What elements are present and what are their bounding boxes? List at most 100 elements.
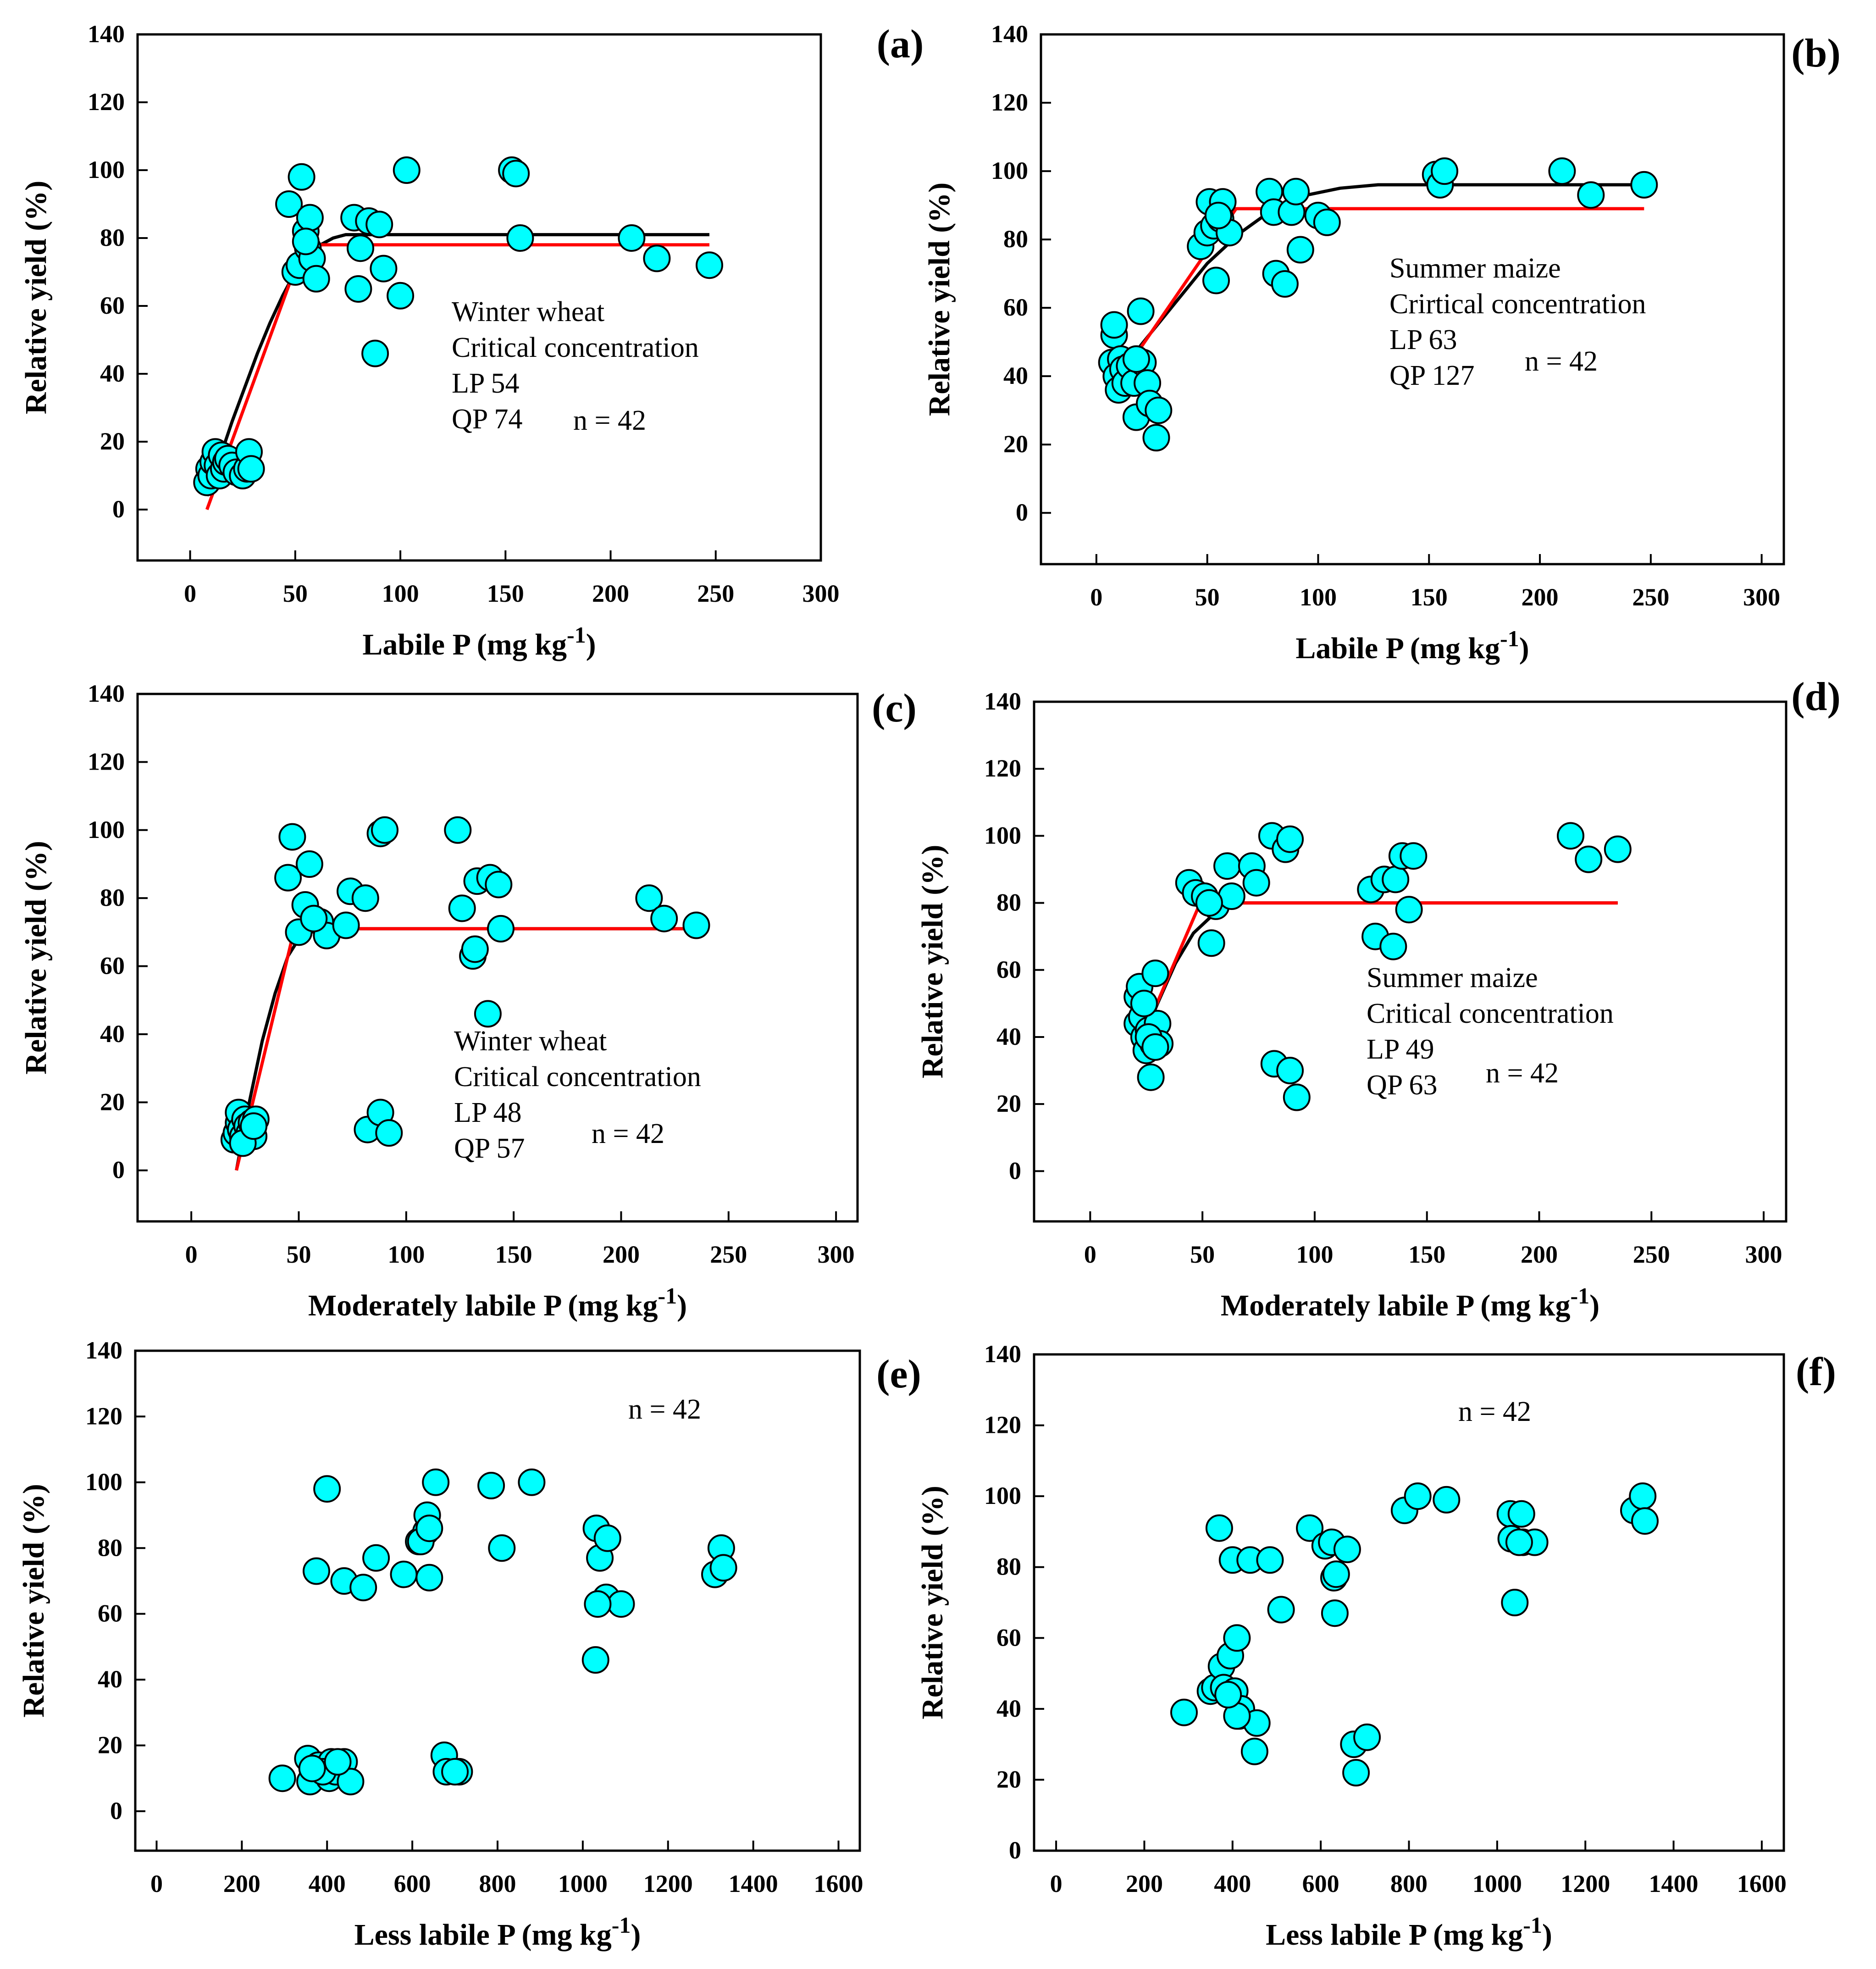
- y-tick-label: 20: [100, 1088, 125, 1115]
- y-tick-label: 80: [100, 224, 125, 251]
- x-tick-label: 0: [185, 1241, 198, 1268]
- panel-label: (f): [1796, 1350, 1836, 1394]
- data-point: [618, 224, 646, 252]
- x-axis-label-unit-exponent: -1: [1500, 626, 1519, 651]
- data-point: [1195, 889, 1223, 917]
- x-tick-label: 1600: [1737, 1870, 1787, 1897]
- y-tick-label: 80: [1003, 225, 1028, 253]
- x-axis-label: Labile P (mg kg-1): [362, 622, 596, 661]
- data-point: [393, 156, 421, 184]
- x-axis-label-main: Labile P (mg kg: [362, 628, 567, 661]
- data-point: [370, 255, 398, 283]
- x-tick-label: 50: [1190, 1241, 1215, 1268]
- data-point: [643, 244, 671, 272]
- x-tick-label: 150: [495, 1241, 532, 1268]
- y-tick-label: 140: [88, 680, 125, 707]
- y-tick-label: 120: [88, 88, 125, 116]
- x-tick-label: 300: [1743, 583, 1780, 611]
- y-tick-label: 140: [984, 688, 1021, 715]
- y-tick-label: 0: [112, 1156, 125, 1184]
- data-point: [1242, 869, 1270, 897]
- data-point: [474, 1000, 502, 1028]
- x-axis-label-main: Less labile P (mg kg: [354, 1918, 612, 1952]
- plot-frame-d: [1033, 700, 1787, 1223]
- y-tick-label: 60: [100, 292, 125, 319]
- x-axis-label-close: ): [1542, 1918, 1552, 1952]
- data-point: [387, 282, 415, 310]
- data-point: [415, 1564, 443, 1592]
- plot-frame-c: [136, 693, 859, 1223]
- data-point: [444, 816, 472, 844]
- data-point: [1507, 1500, 1535, 1528]
- data-point: [1214, 1681, 1242, 1708]
- y-tick-label: 40: [98, 1665, 122, 1693]
- data-point: [1286, 236, 1314, 264]
- data-point: [288, 163, 315, 191]
- data-point: [1382, 865, 1410, 893]
- x-axis-label-main: Labile P (mg kg: [1295, 632, 1500, 665]
- sample-size-label: n = 42: [1486, 1058, 1559, 1089]
- annotation-line: QP 127: [1389, 360, 1474, 391]
- data-point: [1342, 1759, 1370, 1786]
- data-point: [1240, 1737, 1268, 1765]
- data-point: [441, 1758, 469, 1786]
- data-point: [365, 211, 393, 238]
- data-point: [1141, 960, 1169, 987]
- data-point: [1501, 1589, 1529, 1616]
- x-tick-label: 1200: [1561, 1870, 1610, 1897]
- data-point: [581, 1646, 609, 1674]
- data-point: [1333, 1536, 1361, 1564]
- x-tick-label: 0: [184, 580, 196, 607]
- y-tick-label: 60: [996, 1624, 1021, 1651]
- data-point: [488, 1534, 516, 1562]
- data-point: [296, 204, 324, 232]
- x-tick-label: 0: [1050, 1870, 1063, 1897]
- sample-size-label: n = 42: [1525, 346, 1598, 377]
- x-tick-label: 1000: [558, 1870, 608, 1897]
- panel-label: (c): [872, 686, 917, 731]
- data-point: [1141, 1033, 1169, 1061]
- annotation-line: LP 63: [1389, 324, 1457, 355]
- data-point: [1283, 1083, 1311, 1111]
- data-point: [1142, 424, 1170, 452]
- y-tick-label: 100: [88, 816, 125, 843]
- data-point: [344, 275, 372, 303]
- x-axis-label-main: Moderately labile P (mg kg: [1221, 1289, 1571, 1322]
- x-axis-label: Moderately labile P (mg kg-1): [1221, 1283, 1599, 1322]
- annotation-line: QP 74: [452, 404, 522, 435]
- data-point: [1604, 835, 1632, 863]
- x-axis-label-main: Moderately labile P (mg kg: [308, 1289, 658, 1322]
- x-tick-label: 200: [1522, 583, 1559, 611]
- x-axis-label-close: ): [677, 1289, 687, 1322]
- y-tick-label: 20: [996, 1765, 1021, 1793]
- data-point: [1256, 1546, 1284, 1574]
- data-point: [295, 850, 323, 878]
- y-axis-label: Relative yield (%): [916, 845, 949, 1079]
- annotation-line: QP 57: [454, 1133, 525, 1164]
- annotation-line: LP 54: [452, 368, 520, 399]
- x-tick-label: 250: [697, 580, 734, 607]
- x-axis-label-close: ): [586, 628, 596, 661]
- y-axis-label: Relative yield (%): [17, 1484, 50, 1718]
- plot-frame-e: [134, 1349, 861, 1852]
- y-axis-label: Relative yield (%): [923, 183, 956, 416]
- data-point: [1282, 177, 1310, 205]
- x-axis-label-close: ): [1589, 1289, 1599, 1322]
- data-point: [351, 884, 379, 912]
- data-point: [1197, 929, 1225, 957]
- data-point: [347, 234, 374, 262]
- data-point: [1321, 1599, 1349, 1627]
- y-tick-label: 60: [996, 956, 1021, 983]
- y-tick-label: 140: [85, 1337, 122, 1364]
- panel-b: 0 20 40 60 80 100 120 140 0 50 100 150 200 250 300 Labi…: [923, 20, 1841, 665]
- data-point: [313, 1475, 341, 1503]
- x-tick-label: 1000: [1472, 1870, 1522, 1897]
- data-point: [1505, 1528, 1533, 1556]
- y-tick-label: 40: [100, 360, 125, 387]
- x-tick-label: 0: [1090, 583, 1102, 611]
- y-tick-label: 0: [110, 1797, 122, 1825]
- annotation-line: Critical concentration: [1367, 998, 1614, 1029]
- data-point: [278, 823, 306, 851]
- data-point: [696, 251, 723, 279]
